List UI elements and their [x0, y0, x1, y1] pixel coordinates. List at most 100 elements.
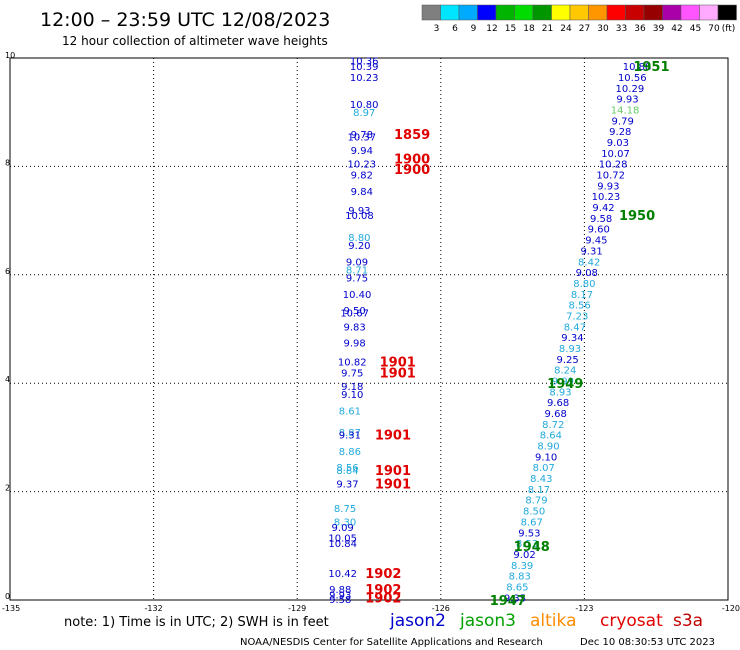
wave-height-value: 9.75 — [346, 274, 368, 285]
wave-height-value: 9.79 — [612, 116, 634, 127]
wave-height-value: 9.31 — [580, 246, 602, 257]
x-tick-label: -126 — [432, 604, 450, 613]
colorbar-label: 30 — [597, 24, 609, 34]
wave-height-value: 8.93 — [559, 344, 581, 355]
color-scale-bar: 3 6 9 12 15 18 21 24 27 30 33 36 39 42 45 70 (ft) — [421, 4, 737, 34]
time-label: 1859 — [394, 128, 430, 143]
wave-height-value: 9.99 — [552, 376, 574, 387]
wave-height-value: 14.18 — [611, 105, 640, 116]
colorbar-label: 45 — [690, 24, 701, 34]
wave-height-value: 8.61 — [339, 406, 361, 417]
wave-height-value: 8.07 — [533, 463, 555, 474]
wave-height-value: 8.39 — [511, 561, 533, 572]
colorbar-label: 33 — [616, 24, 627, 34]
colorbar-swatch — [625, 4, 645, 21]
time-label: 1902 — [365, 567, 401, 582]
wave-height-value: 9.58 — [590, 214, 612, 225]
wave-height-value: 10.72 — [596, 171, 625, 182]
wave-height-value: 10.56 — [618, 73, 647, 84]
x-tick-label: -132 — [145, 604, 163, 613]
wave-height-value: 9.94 — [351, 146, 373, 157]
x-tick-label: -120 — [722, 604, 740, 613]
wave-height-value: 8.50 — [523, 507, 545, 518]
wave-height-value: 8.64 — [540, 431, 562, 442]
colorbar-label: 27 — [579, 24, 590, 34]
wave-height-value: 8.83 — [509, 572, 531, 583]
colorbar-label: 9 — [471, 24, 477, 34]
chart-subtitle: 12 hour collection of altimeter wave hei… — [62, 34, 328, 48]
colorbar-swatch — [532, 4, 552, 21]
wave-height-value: 10.88 — [623, 62, 652, 73]
wave-height-value: 10.29 — [616, 84, 645, 95]
wave-height-value: 8.75 — [334, 504, 356, 515]
chart-title: 12:00 – 23:59 UTC 12/08/2023 — [40, 9, 330, 31]
wave-height-value: 10.84 — [328, 539, 357, 550]
time-label: 1948 — [514, 540, 550, 555]
colorbar-swatch — [440, 4, 460, 21]
wave-height-value: 10.39 — [350, 62, 379, 73]
wave-height-value: 10.42 — [328, 569, 357, 580]
colorbar-swatch — [421, 4, 441, 21]
wave-height-value: 9.53 — [518, 528, 540, 539]
wave-height-value: 9.98 — [344, 339, 366, 350]
colorbar-swatch — [680, 4, 700, 21]
wave-height-value: 9.50 — [344, 306, 366, 317]
colorbar-swatch — [717, 4, 737, 21]
wave-height-value: 8.79 — [525, 496, 547, 507]
colorbar-swatch — [699, 4, 719, 21]
y-tick-label: 6 — [5, 267, 10, 276]
colorbar-swatch — [643, 4, 663, 21]
wave-height-points: 10.8810.5610.299.9314.189.799.289.0310.0… — [328, 57, 651, 606]
colorbar-swatch — [606, 4, 626, 21]
wave-height-value: 8.67 — [521, 517, 543, 528]
wave-height-value: 10.67 — [340, 309, 369, 320]
time-label: 1901 — [380, 356, 416, 371]
wave-height-value: 9.31 — [339, 431, 361, 442]
wave-height-value: 9.35 — [504, 593, 526, 604]
wave-height-value: 9.78 — [351, 130, 373, 141]
wave-height-value: 8.86 — [339, 447, 361, 458]
wave-height-value: 10.08 — [345, 211, 374, 222]
wave-height-value: 9.93 — [597, 181, 619, 192]
y-tick-labels: 0 2 4 6 8 10 — [5, 51, 15, 601]
time-labels: 1951195019491948194718591900190019011901… — [365, 60, 669, 609]
wave-height-value: 9.93 — [616, 95, 638, 106]
wave-height-value: 9.68 — [545, 409, 567, 420]
colorbar-label: 36 — [634, 24, 646, 34]
colorbar-swatch — [514, 4, 534, 21]
wave-height-value: 8.43 — [530, 474, 552, 485]
time-label: 1951 — [633, 60, 669, 75]
wave-height-value: 8.17 — [528, 485, 550, 496]
wave-height-value: 9.68 — [547, 398, 569, 409]
x-tick-label: -135 — [2, 604, 20, 613]
wave-height-value: 10.36 — [350, 57, 379, 68]
time-label: 1902 — [365, 591, 401, 606]
colorbar-label: 18 — [523, 24, 535, 34]
wave-height-value: 8.80 — [348, 233, 370, 244]
footer-timestamp: Dec 10 08:30:53 UTC 2023 — [580, 637, 715, 648]
colorbar-label: 3 — [434, 24, 440, 34]
time-label: 1947 — [490, 594, 526, 609]
wave-height-value: 9.93 — [348, 206, 370, 217]
colorbar-label: 15 — [505, 24, 516, 34]
time-label: 1902 — [365, 583, 401, 598]
legend-jason2: jason2 — [389, 611, 446, 631]
wave-height-value: 9.09 — [346, 257, 368, 268]
y-tick-label: 4 — [5, 375, 10, 384]
wave-height-value: 8.80 — [573, 279, 595, 290]
legend-altika: altika — [530, 611, 577, 631]
wave-height-value: 8.24 — [554, 366, 576, 377]
satellite-legend: jason2 jason3 altika cryosat s3a — [389, 611, 703, 631]
wave-height-value: 8.84 — [336, 466, 358, 477]
y-tick-label: 2 — [5, 484, 10, 493]
wave-height-value: 10.40 — [343, 290, 372, 301]
wave-height-value: 9.60 — [588, 225, 610, 236]
y-tick-label: 0 — [5, 592, 10, 601]
wave-height-value: 10.05 — [328, 534, 357, 545]
wave-height-value: 10.82 — [338, 358, 367, 369]
colorbar-swatch — [588, 4, 608, 21]
wave-height-value: 8.71 — [346, 265, 368, 276]
colorbar-swatch — [662, 4, 682, 21]
wave-height-value: 10.23 — [347, 160, 376, 171]
